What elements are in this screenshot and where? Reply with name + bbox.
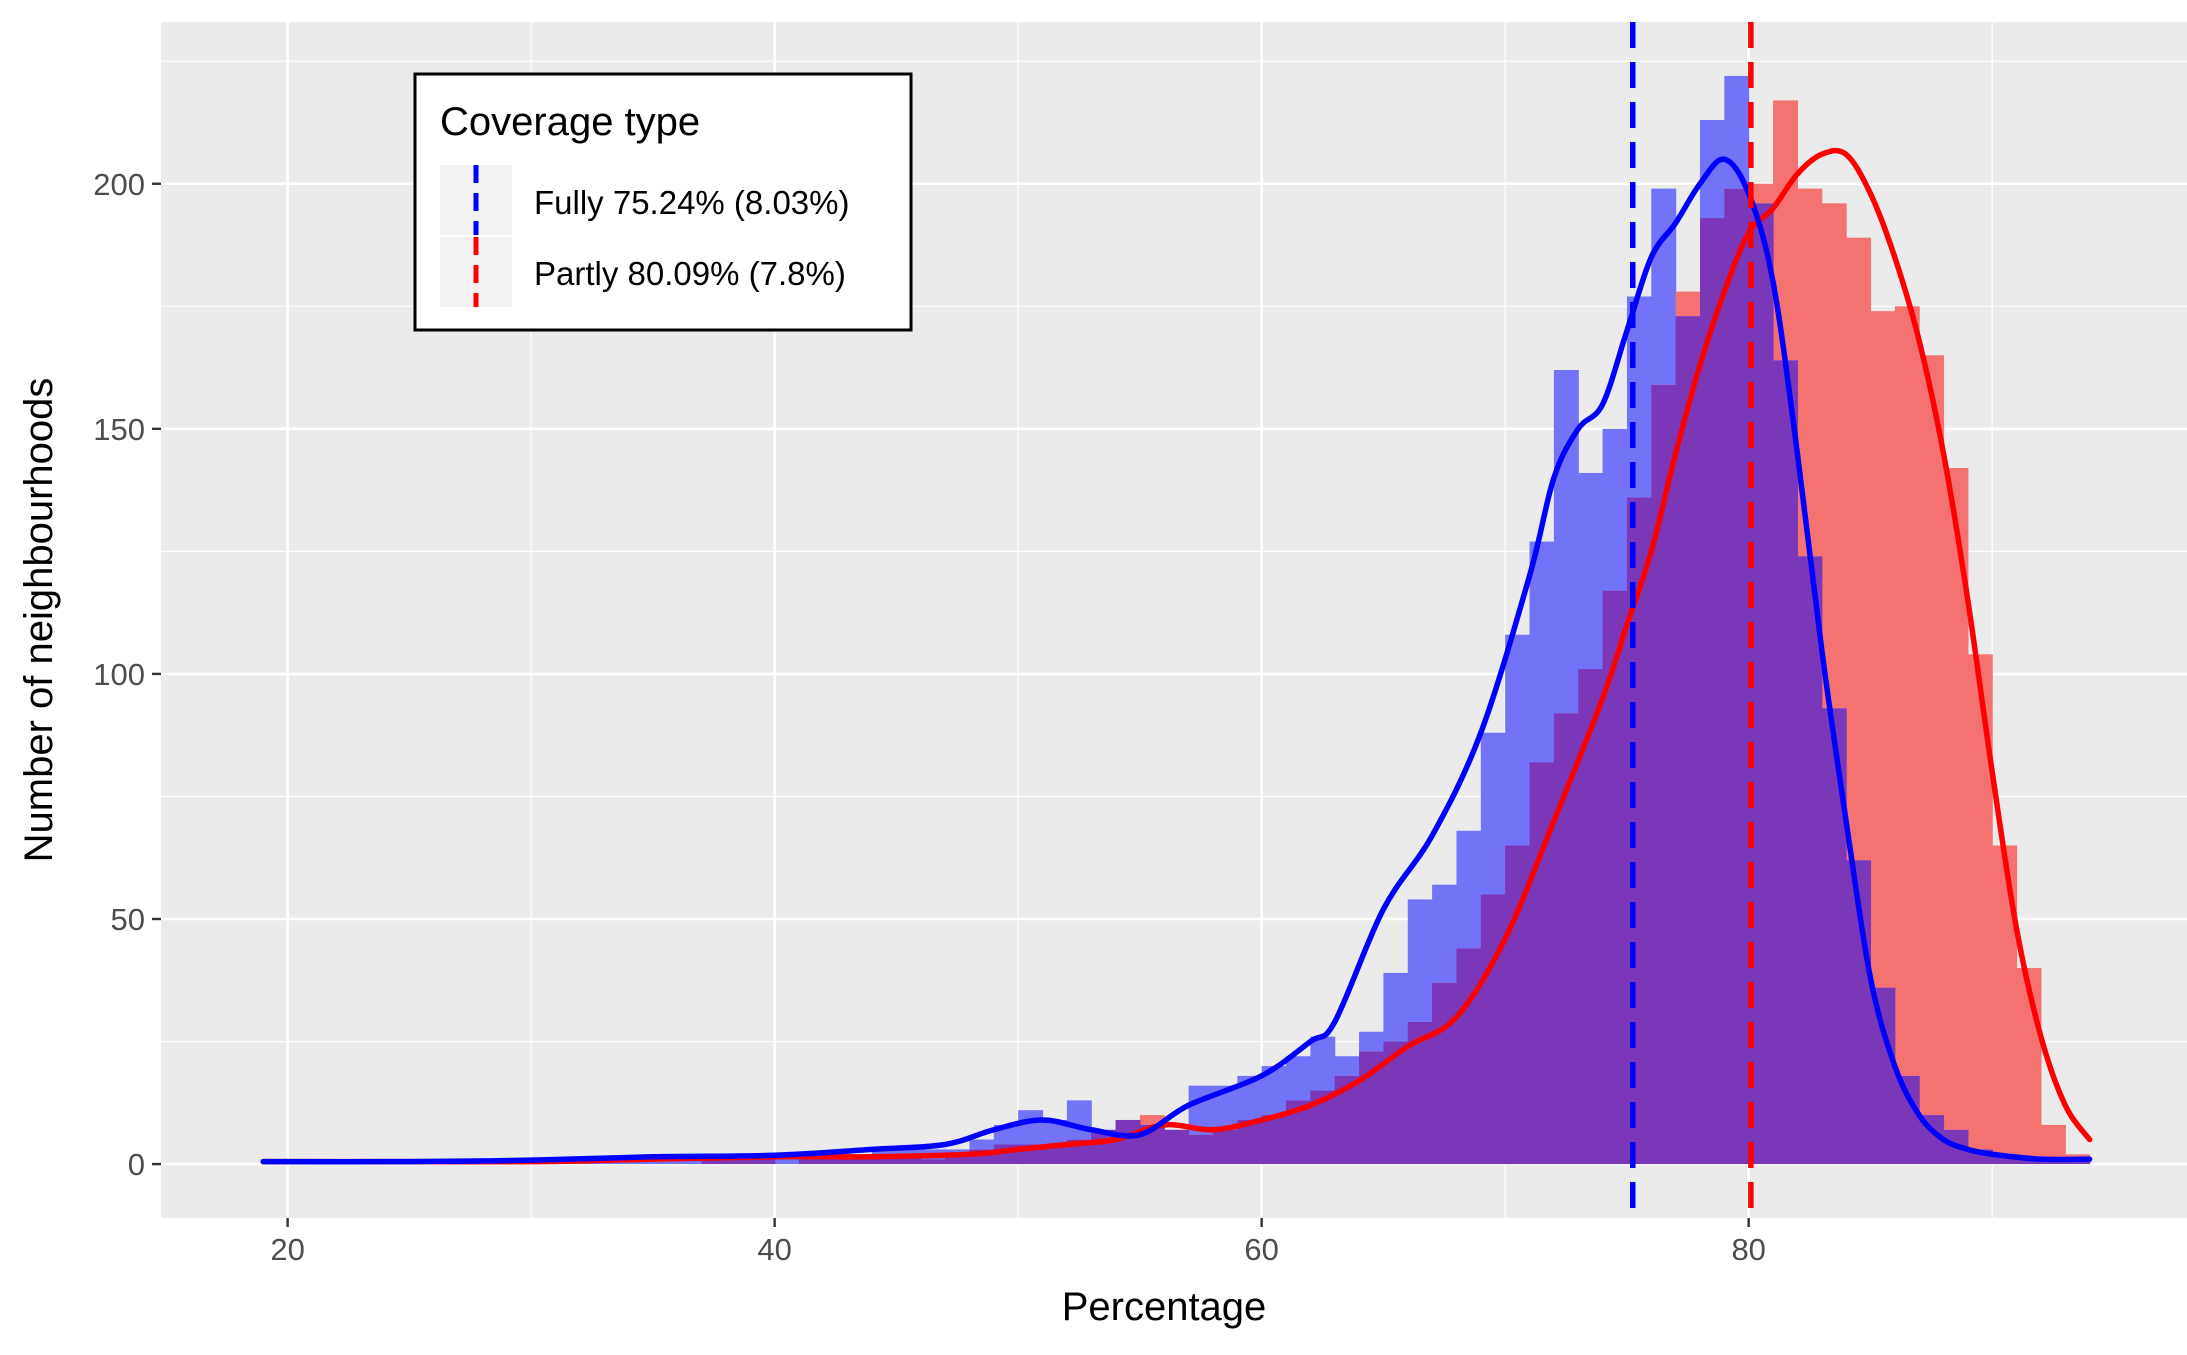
bar-fully	[1286, 1056, 1311, 1101]
x-tick-label: 20	[270, 1232, 304, 1267]
y-tick-label: 100	[93, 657, 145, 692]
bar-overlap	[1505, 845, 1531, 1165]
y-tick-label: 0	[128, 1147, 145, 1182]
x-tick-label: 40	[757, 1232, 791, 1267]
bar-overlap	[1115, 1119, 1141, 1165]
legend: Coverage type Fully 75.24% (8.03%) Partl…	[413, 72, 913, 332]
bar-fully	[1480, 732, 1506, 895]
bar-fully	[1529, 541, 1555, 763]
bar-fully	[969, 1139, 995, 1150]
bar-fully	[1578, 472, 1604, 670]
density-curves	[260, 147, 2093, 1165]
bar-overlap	[725, 1159, 751, 1165]
bar-overlap	[1553, 713, 1579, 1165]
density-curve-fully	[260, 156, 2093, 1165]
y-tick-label: 200	[93, 167, 145, 202]
bar-fully	[1553, 370, 1579, 714]
bar-overlap	[896, 1154, 922, 1165]
bar-overlap	[1699, 218, 1725, 1165]
bar-overlap	[847, 1159, 873, 1165]
bar-partly	[1139, 1115, 1165, 1125]
density-curve-partly	[260, 147, 2093, 1165]
bar-overlap	[1212, 1129, 1238, 1165]
bar-partly	[2040, 1124, 2066, 1160]
bar-overlap	[798, 1159, 824, 1165]
bar-overlap	[2016, 1159, 2042, 1165]
bar-fully	[872, 1149, 897, 1155]
bar-overlap	[1432, 982, 1458, 1165]
bar-overlap	[1724, 188, 1750, 1165]
bar-fully	[945, 1149, 971, 1155]
y-axis-title: Number of neighbourhoods	[17, 378, 61, 863]
bar-fully	[677, 1159, 703, 1165]
y-tick-label: 150	[93, 412, 145, 447]
bar-overlap	[1042, 1144, 1068, 1165]
legend-title: Coverage type	[440, 100, 700, 144]
legend-label-partly: Partly 80.09% (7.8%)	[534, 255, 846, 292]
bar-overlap	[1480, 894, 1506, 1165]
bar-overlap	[1821, 708, 1847, 1165]
bar-fully	[1456, 830, 1482, 949]
bar-partly	[1967, 654, 1993, 1150]
bar-overlap	[1602, 590, 1628, 1165]
bar-overlap	[1164, 1129, 1190, 1165]
bar-overlap	[1992, 1154, 2018, 1165]
bar-overlap	[1797, 556, 1823, 1165]
bar-fully	[1018, 1110, 1044, 1145]
bar-partly	[1821, 203, 1847, 709]
bar-partly	[1894, 306, 1920, 1076]
bar-partly	[1675, 291, 1701, 317]
bar-overlap	[945, 1154, 971, 1165]
bar-partly	[1919, 355, 1945, 1116]
legend-label-fully: Fully 75.24% (8.03%)	[534, 184, 849, 221]
bar-partly	[1870, 311, 1896, 988]
bars-overlap	[336, 188, 2091, 1165]
bar-overlap	[1651, 384, 1677, 1165]
bar-overlap	[1675, 316, 1701, 1165]
x-axis-title: Percentage	[1062, 1285, 1267, 1329]
bar-fully	[1407, 899, 1433, 1022]
bar-overlap	[823, 1159, 849, 1165]
bar-overlap	[1261, 1115, 1287, 1165]
bar-overlap	[1773, 360, 1798, 1165]
bar-overlap	[701, 1159, 727, 1165]
bar-fully	[1432, 884, 1458, 983]
bar-overlap	[1188, 1134, 1214, 1165]
bar-fully	[1651, 188, 1677, 385]
bar-overlap	[1870, 987, 1896, 1165]
bar-partly	[1748, 183, 1774, 204]
bar-fully	[1383, 972, 1409, 1042]
x-tick-label: 80	[1731, 1232, 1765, 1267]
bar-overlap	[1456, 948, 1482, 1165]
x-tick-label: 60	[1244, 1232, 1278, 1267]
bar-overlap	[1578, 669, 1604, 1165]
bar-fully	[1334, 1056, 1360, 1076]
bar-fully	[1066, 1100, 1092, 1140]
bar-partly	[1846, 237, 1872, 861]
bar-partly	[1992, 845, 2018, 1155]
bar-overlap	[920, 1159, 946, 1165]
bar-fully	[1310, 1036, 1336, 1091]
axes: 20 40 60 80 0 50 100 150 200	[93, 167, 1766, 1267]
bar-fully	[896, 1149, 922, 1155]
bar-fully	[1359, 1031, 1385, 1052]
bar-fully	[1505, 634, 1531, 846]
bar-fully	[1602, 428, 1628, 591]
y-tick-label: 50	[111, 902, 145, 937]
